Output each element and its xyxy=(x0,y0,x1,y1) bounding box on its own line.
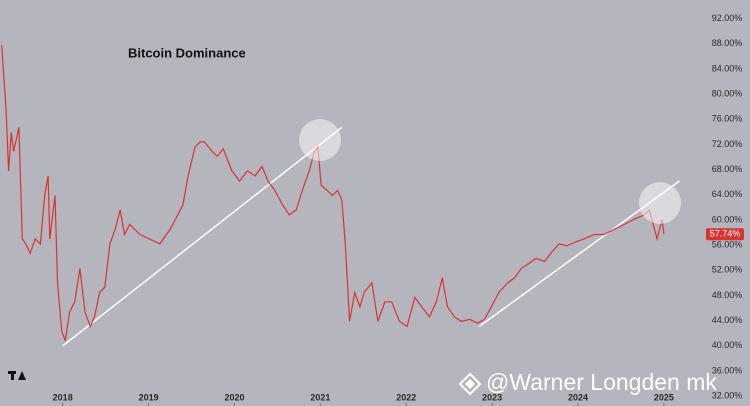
y-tick-label: 32.00% xyxy=(712,391,743,401)
current-value-label: 57.74% xyxy=(710,229,741,239)
x-tick-label: 2020 xyxy=(224,392,244,402)
y-tick-label: 60.00% xyxy=(712,214,743,224)
y-tick-label: 40.00% xyxy=(712,340,743,350)
y-tick-label: 36.00% xyxy=(712,365,743,375)
y-tick-label: 44.00% xyxy=(712,315,743,325)
y-tick-label: 72.00% xyxy=(712,139,743,149)
x-tick-label: 2023 xyxy=(482,392,502,402)
y-tick-label: 92.00% xyxy=(712,13,743,23)
x-tick-label: 2018 xyxy=(53,392,73,402)
x-tick-label: 2019 xyxy=(139,392,159,402)
watermark-logo xyxy=(458,372,482,396)
y-tick-label: 52.00% xyxy=(712,265,743,275)
tv-logo xyxy=(8,371,26,380)
y-tick-label: 64.00% xyxy=(712,189,743,199)
highlight-circle xyxy=(299,119,341,161)
x-tick-label: 2024 xyxy=(568,392,588,402)
series-line xyxy=(1,44,665,342)
y-tick-label: 56.00% xyxy=(712,240,743,250)
x-tick-label: 2025 xyxy=(654,392,674,402)
current-value-badge xyxy=(706,228,744,241)
chart-title: Bitcoin Dominance xyxy=(128,45,246,60)
y-tick-label: 68.00% xyxy=(712,164,743,174)
y-tick-label: 48.00% xyxy=(712,290,743,300)
trendline xyxy=(62,126,343,347)
watermark: @Warner Longden mk xyxy=(486,369,717,395)
x-tick-label: 2021 xyxy=(310,392,330,402)
y-tick-label: 80.00% xyxy=(712,88,743,98)
y-tick-label: 88.00% xyxy=(712,38,743,48)
y-tick-label: 84.00% xyxy=(712,63,743,73)
x-tick-label: 2022 xyxy=(396,392,416,402)
highlight-circle xyxy=(639,182,681,224)
y-tick-label: 76.00% xyxy=(712,114,743,124)
